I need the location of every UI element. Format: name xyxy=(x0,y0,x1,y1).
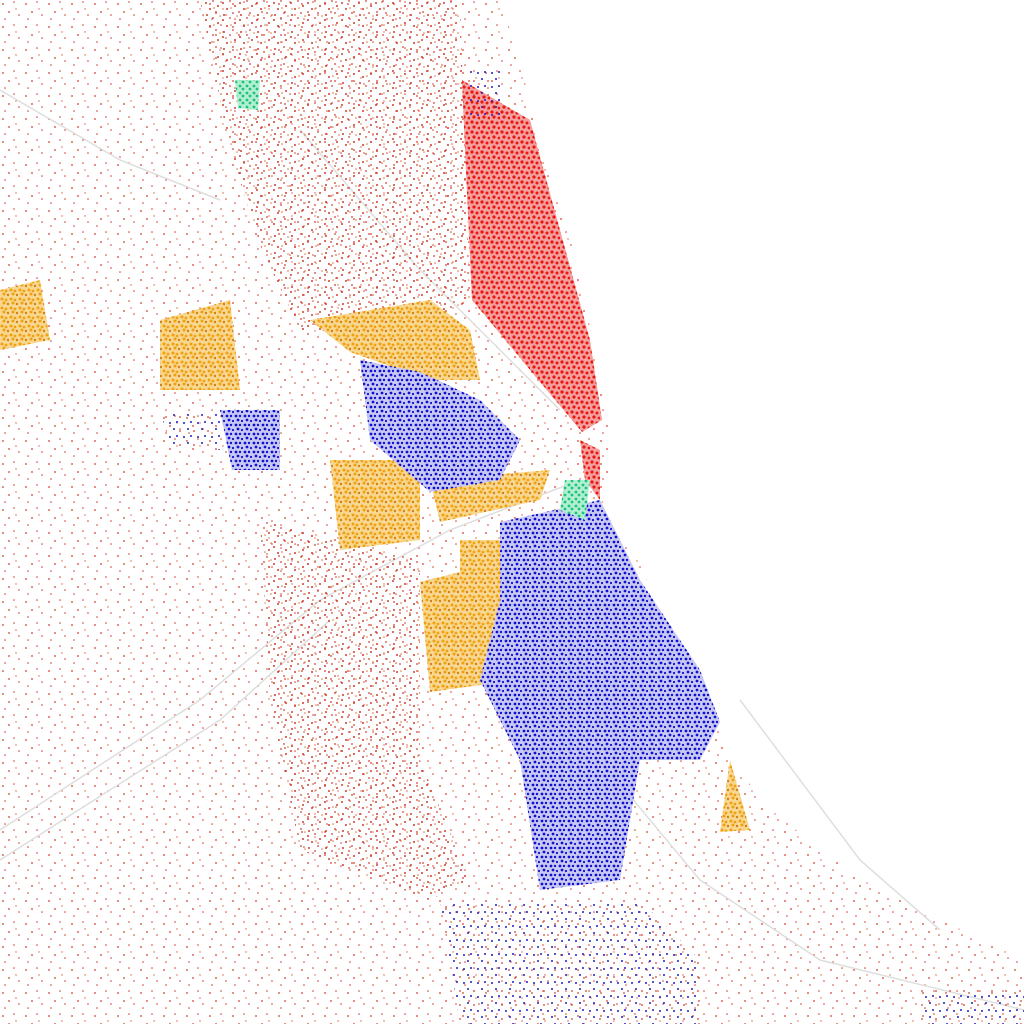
area-blue xyxy=(480,500,720,890)
area-blue xyxy=(360,360,520,492)
area-blue xyxy=(160,410,220,450)
area-blue xyxy=(920,990,1024,1024)
road xyxy=(739,699,941,931)
areas-orange xyxy=(0,280,750,832)
area-orange xyxy=(330,460,420,550)
area-red-dense xyxy=(580,440,600,500)
road xyxy=(0,89,221,201)
area-red-dense xyxy=(462,80,602,432)
road xyxy=(599,759,1024,1011)
area-orange xyxy=(160,300,240,390)
area-orange xyxy=(460,540,512,580)
area-red-medium xyxy=(200,0,470,330)
area-orange xyxy=(720,760,750,832)
area-orange xyxy=(420,562,502,692)
area-red-medium xyxy=(260,520,470,900)
area-green xyxy=(560,480,590,520)
area-blue xyxy=(440,900,700,1024)
area-blue xyxy=(470,70,500,120)
area-green xyxy=(235,80,260,110)
areas-blue xyxy=(160,70,1024,1024)
area-orange xyxy=(310,300,480,380)
area-blue xyxy=(220,410,280,470)
area-orange xyxy=(0,280,50,350)
